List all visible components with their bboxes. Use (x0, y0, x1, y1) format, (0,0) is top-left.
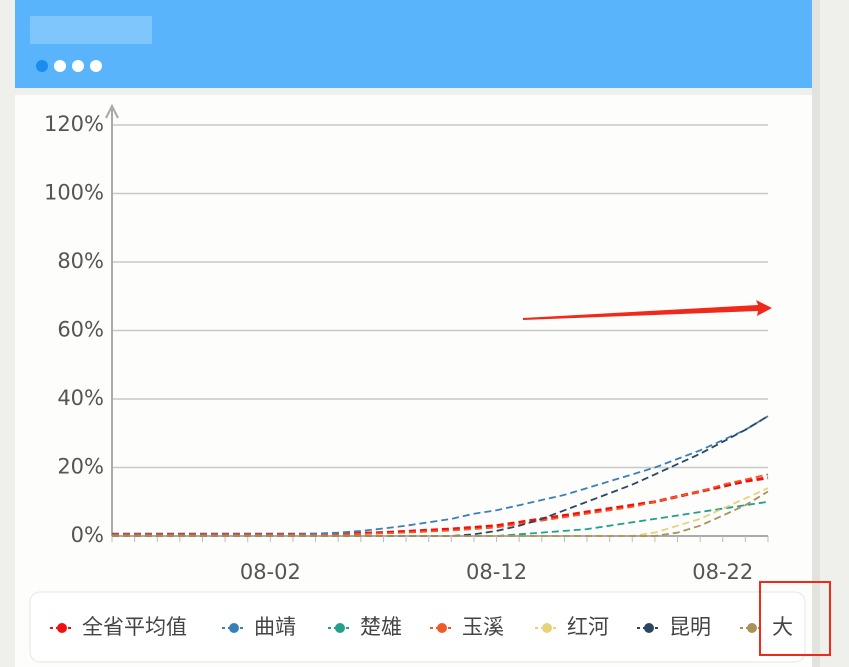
y-tick-label: 0% (71, 523, 104, 547)
legend-label: 曲靖 (254, 615, 296, 639)
legend-label: 大 (772, 615, 793, 639)
legend: 全省平均值 曲靖 楚雄 玉溪 红河 昆明 大 (50, 615, 793, 639)
y-tick-label: 100% (44, 181, 104, 205)
x-tick-label: 08-22 (692, 560, 753, 584)
x-tick-label: 08-12 (466, 560, 527, 584)
legend-box (29, 591, 806, 663)
blurred-title (30, 16, 152, 44)
page-dot[interactable] (72, 60, 84, 72)
y-tick-label: 60% (57, 318, 104, 342)
plot: 0% 20% 40% 60% 80% 100% 120% 08-02 08-12 08-22 (44, 103, 769, 584)
page-dot[interactable] (54, 60, 66, 72)
card (15, 95, 812, 667)
legend-dot (644, 623, 654, 633)
y-tick-label: 20% (57, 455, 104, 479)
legend-dot (229, 623, 239, 633)
scrollbar (812, 0, 820, 667)
y-tick-label: 80% (57, 249, 104, 273)
y-tick-label: 120% (44, 112, 104, 136)
legend-dot (57, 623, 67, 633)
legend-label: 红河 (567, 615, 609, 639)
highlight-box (759, 581, 831, 656)
y-axis-arrow (105, 103, 119, 119)
legend-dot (437, 623, 447, 633)
legend-label: 楚雄 (360, 615, 402, 639)
legend-label: 玉溪 (462, 615, 504, 639)
y-tick-label: 40% (57, 386, 104, 410)
legend-label: 全省平均值 (82, 615, 187, 639)
page-dot[interactable] (36, 60, 48, 72)
series-line (112, 415, 769, 536)
legend-dot (335, 623, 345, 633)
page-dot[interactable] (90, 60, 102, 72)
legend-dot (747, 623, 757, 633)
annotation-arrow (523, 300, 772, 320)
x-tick-label: 08-02 (240, 560, 301, 584)
legend-dot (542, 623, 552, 633)
legend-label: 昆明 (669, 615, 711, 639)
